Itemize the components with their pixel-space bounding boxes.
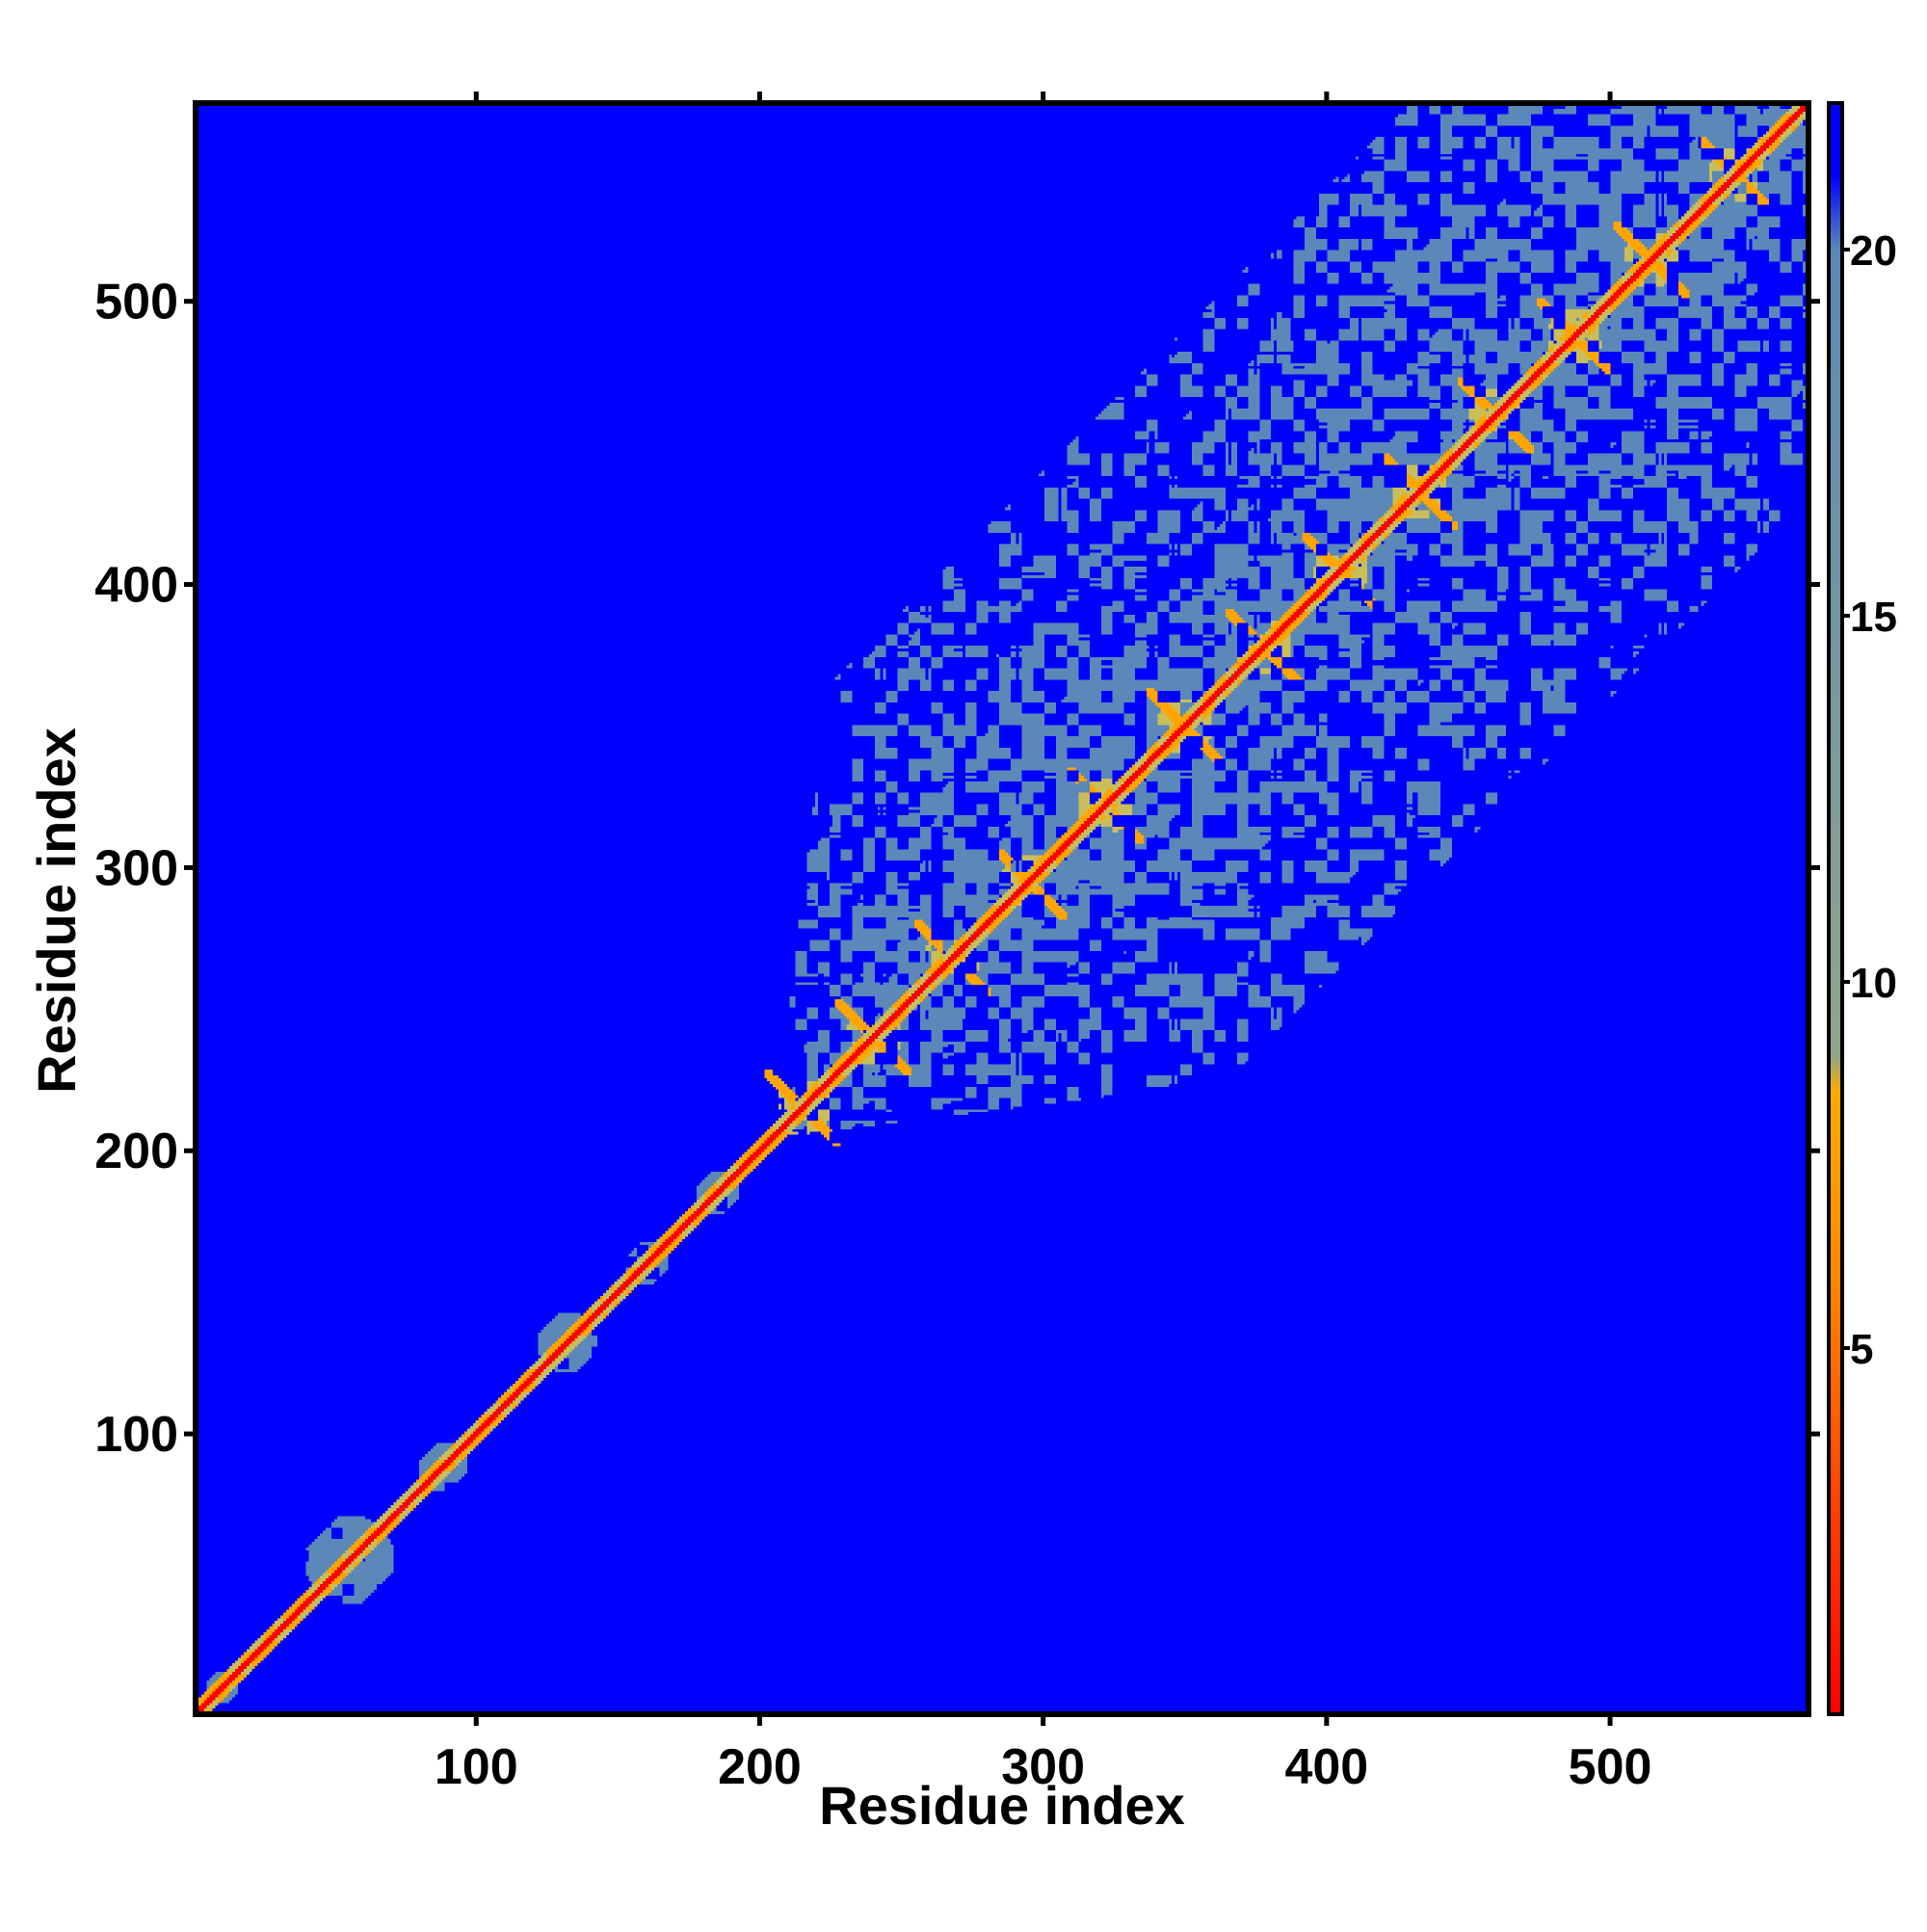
x-tick-label: 400 (1284, 1739, 1368, 1795)
y-axis-label: Residue index (26, 728, 87, 1094)
y-tick-label: 100 (94, 1407, 178, 1463)
x-tick-label: 200 (718, 1739, 802, 1795)
colorbar-bar (1827, 101, 1844, 1716)
y-tick-label: 400 (94, 558, 178, 614)
x-tick-label: 500 (1569, 1739, 1652, 1795)
y-tick-label: 200 (94, 1124, 178, 1179)
x-axis-label: Residue index (819, 1775, 1185, 1836)
heatmap-raster (196, 103, 1808, 1714)
y-tick-label: 300 (94, 840, 178, 896)
plot-area (193, 100, 1811, 1717)
colorbar: 5 10 15 20 (1827, 101, 1897, 1716)
colorbar-tick-label: 10 (1850, 960, 1897, 1007)
y-axis: 100 200 300 400 500 (94, 275, 1820, 1463)
y-tick-label: 500 (94, 275, 178, 331)
colorbar-tick-label: 20 (1850, 227, 1897, 275)
plot-frame (193, 100, 1811, 1717)
x-tick-label: 100 (435, 1739, 518, 1795)
colorbar-tick-label: 15 (1850, 594, 1897, 641)
colorbar-tick-label: 5 (1850, 1326, 1873, 1373)
x-tick-label: 300 (1001, 1739, 1085, 1795)
x-axis: 100 200 300 400 500 (435, 92, 1652, 1795)
